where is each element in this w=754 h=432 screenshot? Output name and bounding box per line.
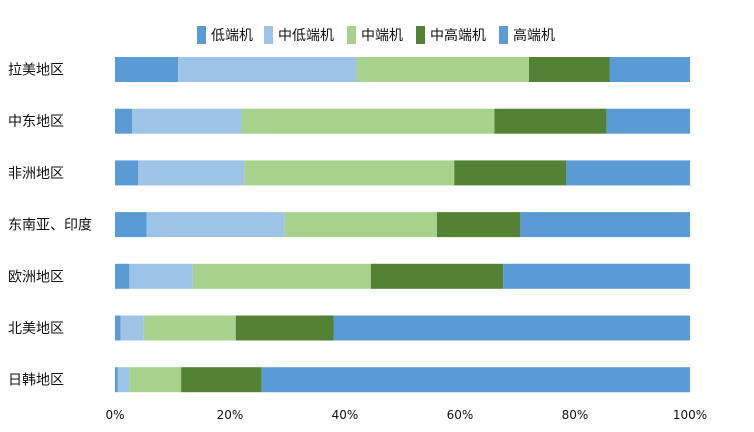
bar-segment-6-3 — [143, 315, 236, 341]
bar-segment-3-4 — [454, 160, 567, 186]
legend-swatch — [197, 26, 206, 44]
bar-segment-2-3 — [241, 108, 495, 134]
legend-label: 中端机 — [361, 28, 403, 44]
bar-segment-3-5 — [566, 160, 691, 186]
bar-segment-6-5 — [333, 315, 690, 341]
x-tick-label: 60% — [447, 408, 474, 422]
bar-segment-2-4 — [494, 108, 607, 134]
bar-segment-1-4 — [529, 57, 610, 82]
bar-plot-area — [115, 57, 691, 393]
legend-swatch — [416, 26, 425, 44]
legend-swatch — [347, 26, 356, 44]
bar-segment-3-2 — [138, 160, 245, 186]
bar-segment-5-2 — [129, 263, 193, 289]
bar-segment-4-5 — [520, 212, 691, 238]
x-axis-tick-labels: 0% 20% 40% 60% 80% 100% — [105, 408, 707, 422]
bar-segment-2-1 — [115, 108, 133, 134]
legend-swatch — [499, 26, 508, 44]
chart-legend: 低端机 中低端机 中端机 中高端机 高端机 — [197, 26, 555, 44]
x-tick-label: 40% — [332, 408, 359, 422]
bar-segment-1-3 — [356, 57, 529, 82]
bar-segment-1-5 — [609, 57, 690, 82]
bar-segment-7-1 — [115, 367, 118, 393]
legend-swatch — [264, 26, 273, 44]
category-label: 中东地区 — [8, 114, 64, 130]
bar-segment-6-1 — [115, 315, 121, 341]
x-tick-label: 20% — [217, 408, 244, 422]
bar-segment-3-3 — [244, 160, 455, 186]
legend-label: 中高端机 — [430, 27, 486, 44]
bar-segment-4-4 — [437, 212, 521, 238]
bar-segment-2-5 — [606, 108, 691, 134]
category-label: 东南亚、印度 — [8, 218, 92, 234]
bar-segment-5-1 — [115, 263, 130, 289]
bar-segment-7-4 — [181, 367, 262, 393]
legend-label: 中低端机 — [278, 28, 334, 44]
bar-segment-5-3 — [192, 263, 371, 289]
legend-label: 低端机 — [211, 28, 253, 44]
category-label: 日韩地区 — [8, 373, 64, 389]
bar-segment-7-5 — [261, 367, 691, 393]
legend-label: 高端机 — [513, 27, 555, 44]
bar-segment-1-1 — [115, 57, 179, 82]
bar-segment-6-4 — [235, 315, 334, 341]
x-tick-label: 100% — [673, 408, 707, 422]
bar-segment-4-1 — [115, 212, 147, 238]
bar-segment-5-4 — [370, 263, 504, 289]
bar-segment-6-2 — [120, 315, 144, 341]
category-label: 非洲地区 — [8, 166, 64, 182]
bar-segment-7-3 — [129, 367, 182, 393]
bar-segment-7-2 — [117, 367, 130, 393]
bar-segment-5-5 — [503, 263, 691, 289]
bar-segment-2-2 — [132, 108, 242, 134]
bar-segment-1-2 — [178, 57, 357, 82]
category-label: 欧洲地区 — [8, 269, 64, 285]
bar-segment-3-1 — [115, 160, 138, 186]
x-tick-label: 80% — [562, 408, 589, 422]
x-tick-label: 0% — [105, 408, 124, 422]
bar-segment-4-3 — [284, 212, 438, 238]
category-label: 北美地区 — [8, 321, 64, 337]
category-label: 拉美地区 — [8, 63, 64, 79]
bar-segment-4-2 — [146, 212, 285, 238]
